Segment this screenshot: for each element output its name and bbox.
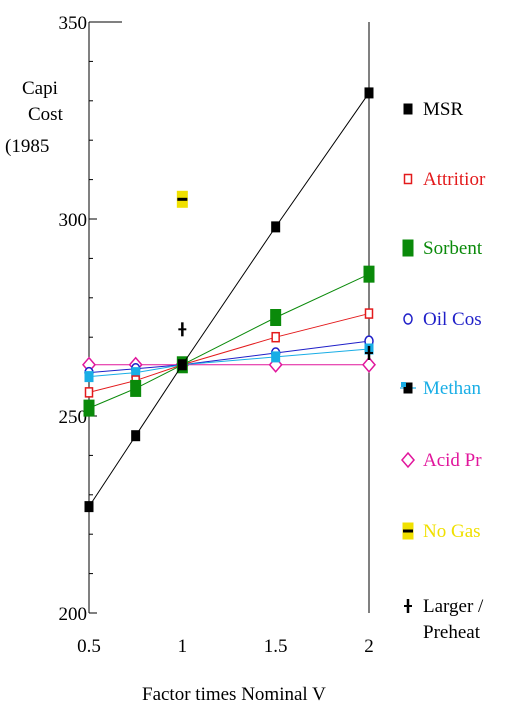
- y-axis-title-line: Capi: [22, 78, 58, 99]
- series-msr: [84, 87, 374, 513]
- x-tick-label: 2: [364, 636, 374, 657]
- legend-entry: Oil Cos: [403, 309, 482, 330]
- legend-entry: MSR: [403, 99, 463, 120]
- legend-entry: No Gas: [402, 521, 481, 542]
- series-sorbent: [83, 265, 375, 417]
- y-tick-label: 350: [59, 13, 88, 34]
- data-point: [364, 308, 374, 319]
- y-tick-label: 300: [59, 210, 88, 231]
- data-point: [403, 103, 413, 115]
- x-tick-label: 1.5: [264, 636, 288, 657]
- series-attritior: [84, 308, 374, 398]
- legend: MSR Attritior Sorbent Oil Cos Methan Acid Pr N…: [400, 99, 486, 643]
- data-point: [84, 371, 94, 383]
- series-line: [88, 92, 370, 507]
- series-methan: [84, 343, 374, 383]
- legend-entry: Larger / Preheat: [404, 596, 484, 643]
- data-point: [401, 451, 415, 469]
- data-point: [131, 430, 141, 442]
- legend-label: No Gas: [423, 521, 481, 542]
- data-point: [403, 313, 413, 325]
- x-axis-title: Factor times Nominal V: [142, 684, 326, 705]
- data-point: [271, 221, 281, 233]
- legend-accent: [401, 382, 406, 387]
- data-point: [130, 379, 142, 397]
- data-point: [403, 173, 413, 185]
- data-point: [364, 87, 374, 99]
- data-point: [177, 359, 187, 371]
- legend-label: Larger /: [423, 596, 484, 617]
- y-tick-label: 250: [59, 407, 88, 428]
- legend-label: Methan: [423, 378, 482, 399]
- x-tick-label: 1: [178, 636, 188, 657]
- legend-entry: Attritior: [403, 169, 486, 190]
- legend-entry: Methan: [400, 378, 482, 399]
- data-point: [271, 331, 280, 343]
- legend-label: Sorbent: [423, 238, 483, 259]
- data-point: [84, 387, 94, 398]
- data-point: [403, 382, 413, 394]
- legend-label: MSR: [423, 99, 463, 120]
- series-larger-preheat: [178, 322, 373, 360]
- axis-ticks: 200 250 300 350 0.5 1 1.5 2: [59, 13, 374, 657]
- plot-frame: [88, 21, 370, 613]
- series-layer: [82, 87, 376, 513]
- data-point: [363, 265, 375, 283]
- series-no-gas: [176, 190, 188, 208]
- data-point: [271, 351, 281, 363]
- y-axis-title-line: (1985: [5, 136, 49, 157]
- data-point: [83, 399, 95, 417]
- y-axis-title: Capi Cost (1985: [5, 78, 64, 157]
- data-point: [84, 501, 94, 513]
- legend-entry: Sorbent: [402, 238, 483, 259]
- legend-entry: Acid Pr: [401, 450, 482, 471]
- data-point: [270, 309, 282, 326]
- series-oil-cos: [84, 335, 374, 379]
- y-tick-label: 200: [59, 604, 88, 625]
- data-point: [362, 356, 376, 373]
- y-axis-title-line: Cost: [28, 104, 64, 125]
- legend-label: Attritior: [423, 169, 486, 190]
- legend-label: Preheat: [423, 622, 481, 643]
- data-point: [402, 239, 414, 257]
- legend-label: Acid Pr: [423, 450, 482, 471]
- legend-label: Oil Cos: [423, 309, 482, 330]
- x-tick-label: 0.5: [77, 636, 101, 657]
